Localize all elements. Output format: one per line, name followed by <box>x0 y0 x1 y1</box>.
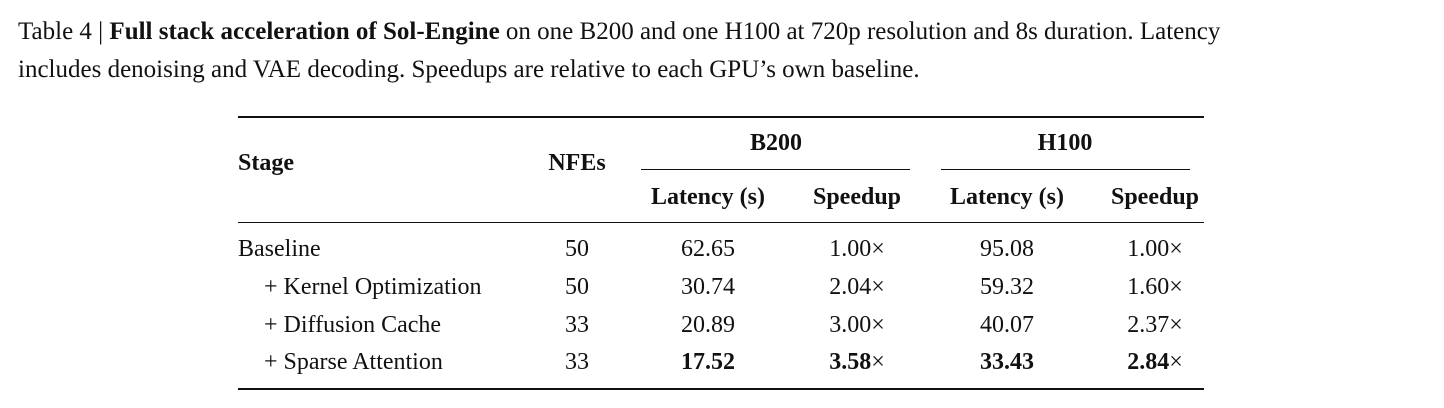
header-h100-latency: Latency (s) <box>950 184 1064 210</box>
b200-group-rule <box>641 169 910 170</box>
row-sparse-stage: + Sparse Attention <box>264 349 443 375</box>
row-baseline-stage: Baseline <box>238 236 321 262</box>
row-cache-b200-speedup: 3.00× <box>829 312 885 338</box>
row-cache-h100-latency: 40.07 <box>980 312 1034 338</box>
row-baseline-b200-speedup: 1.00× <box>829 236 885 262</box>
row-sparse-nfes: 33 <box>565 349 589 375</box>
row-cache-h100-speedup: 2.37× <box>1127 312 1183 338</box>
row-kernel-nfes: 50 <box>565 274 589 300</box>
table-caption: Table 4 | Full stack acceleration of Sol… <box>18 13 1438 89</box>
row-baseline-h100-latency: 95.08 <box>980 236 1034 262</box>
header-b200-speedup: Speedup <box>812 184 902 210</box>
row-sparse-h100-latency: 33.43 <box>980 349 1034 375</box>
row-sparse-b200-speedup: 3.58× <box>829 349 885 375</box>
h100-group-rule <box>941 169 1190 170</box>
bottom-rule <box>238 388 1204 390</box>
header-group-b200: B200 <box>749 130 803 156</box>
header-b200-latency: Latency (s) <box>651 184 765 210</box>
row-kernel-h100-latency: 59.32 <box>980 274 1034 300</box>
row-kernel-h100-speedup: 1.60× <box>1127 274 1183 300</box>
row-baseline-nfes: 50 <box>565 236 589 262</box>
header-rule <box>238 222 1204 223</box>
header-stage: Stage <box>238 150 294 176</box>
row-cache-b200-latency: 20.89 <box>681 312 735 338</box>
header-nfes: NFEs <box>548 150 606 176</box>
caption-title: Full stack acceleration of Sol-Engine <box>109 18 500 45</box>
caption-label: Table 4 | <box>18 18 110 45</box>
caption-text-line2: includes denoising and VAE decoding. Spe… <box>18 56 920 83</box>
row-kernel-stage: + Kernel Optimization <box>264 274 482 300</box>
row-cache-nfes: 33 <box>565 312 589 338</box>
header-h100-speedup: Speedup <box>1110 184 1200 210</box>
caption-text-line1: on one B200 and one H100 at 720p resolut… <box>499 18 1221 45</box>
row-kernel-b200-speedup: 2.04× <box>829 274 885 300</box>
row-sparse-b200-latency: 17.52 <box>681 349 735 375</box>
row-baseline-b200-latency: 62.65 <box>681 236 735 262</box>
row-cache-stage: + Diffusion Cache <box>264 312 442 338</box>
row-baseline-h100-speedup: 1.00× <box>1127 236 1183 262</box>
header-group-h100: H100 <box>1037 130 1093 156</box>
row-sparse-h100-speedup: 2.84× <box>1127 349 1183 375</box>
row-kernel-b200-latency: 30.74 <box>681 274 735 300</box>
top-rule <box>238 116 1204 118</box>
